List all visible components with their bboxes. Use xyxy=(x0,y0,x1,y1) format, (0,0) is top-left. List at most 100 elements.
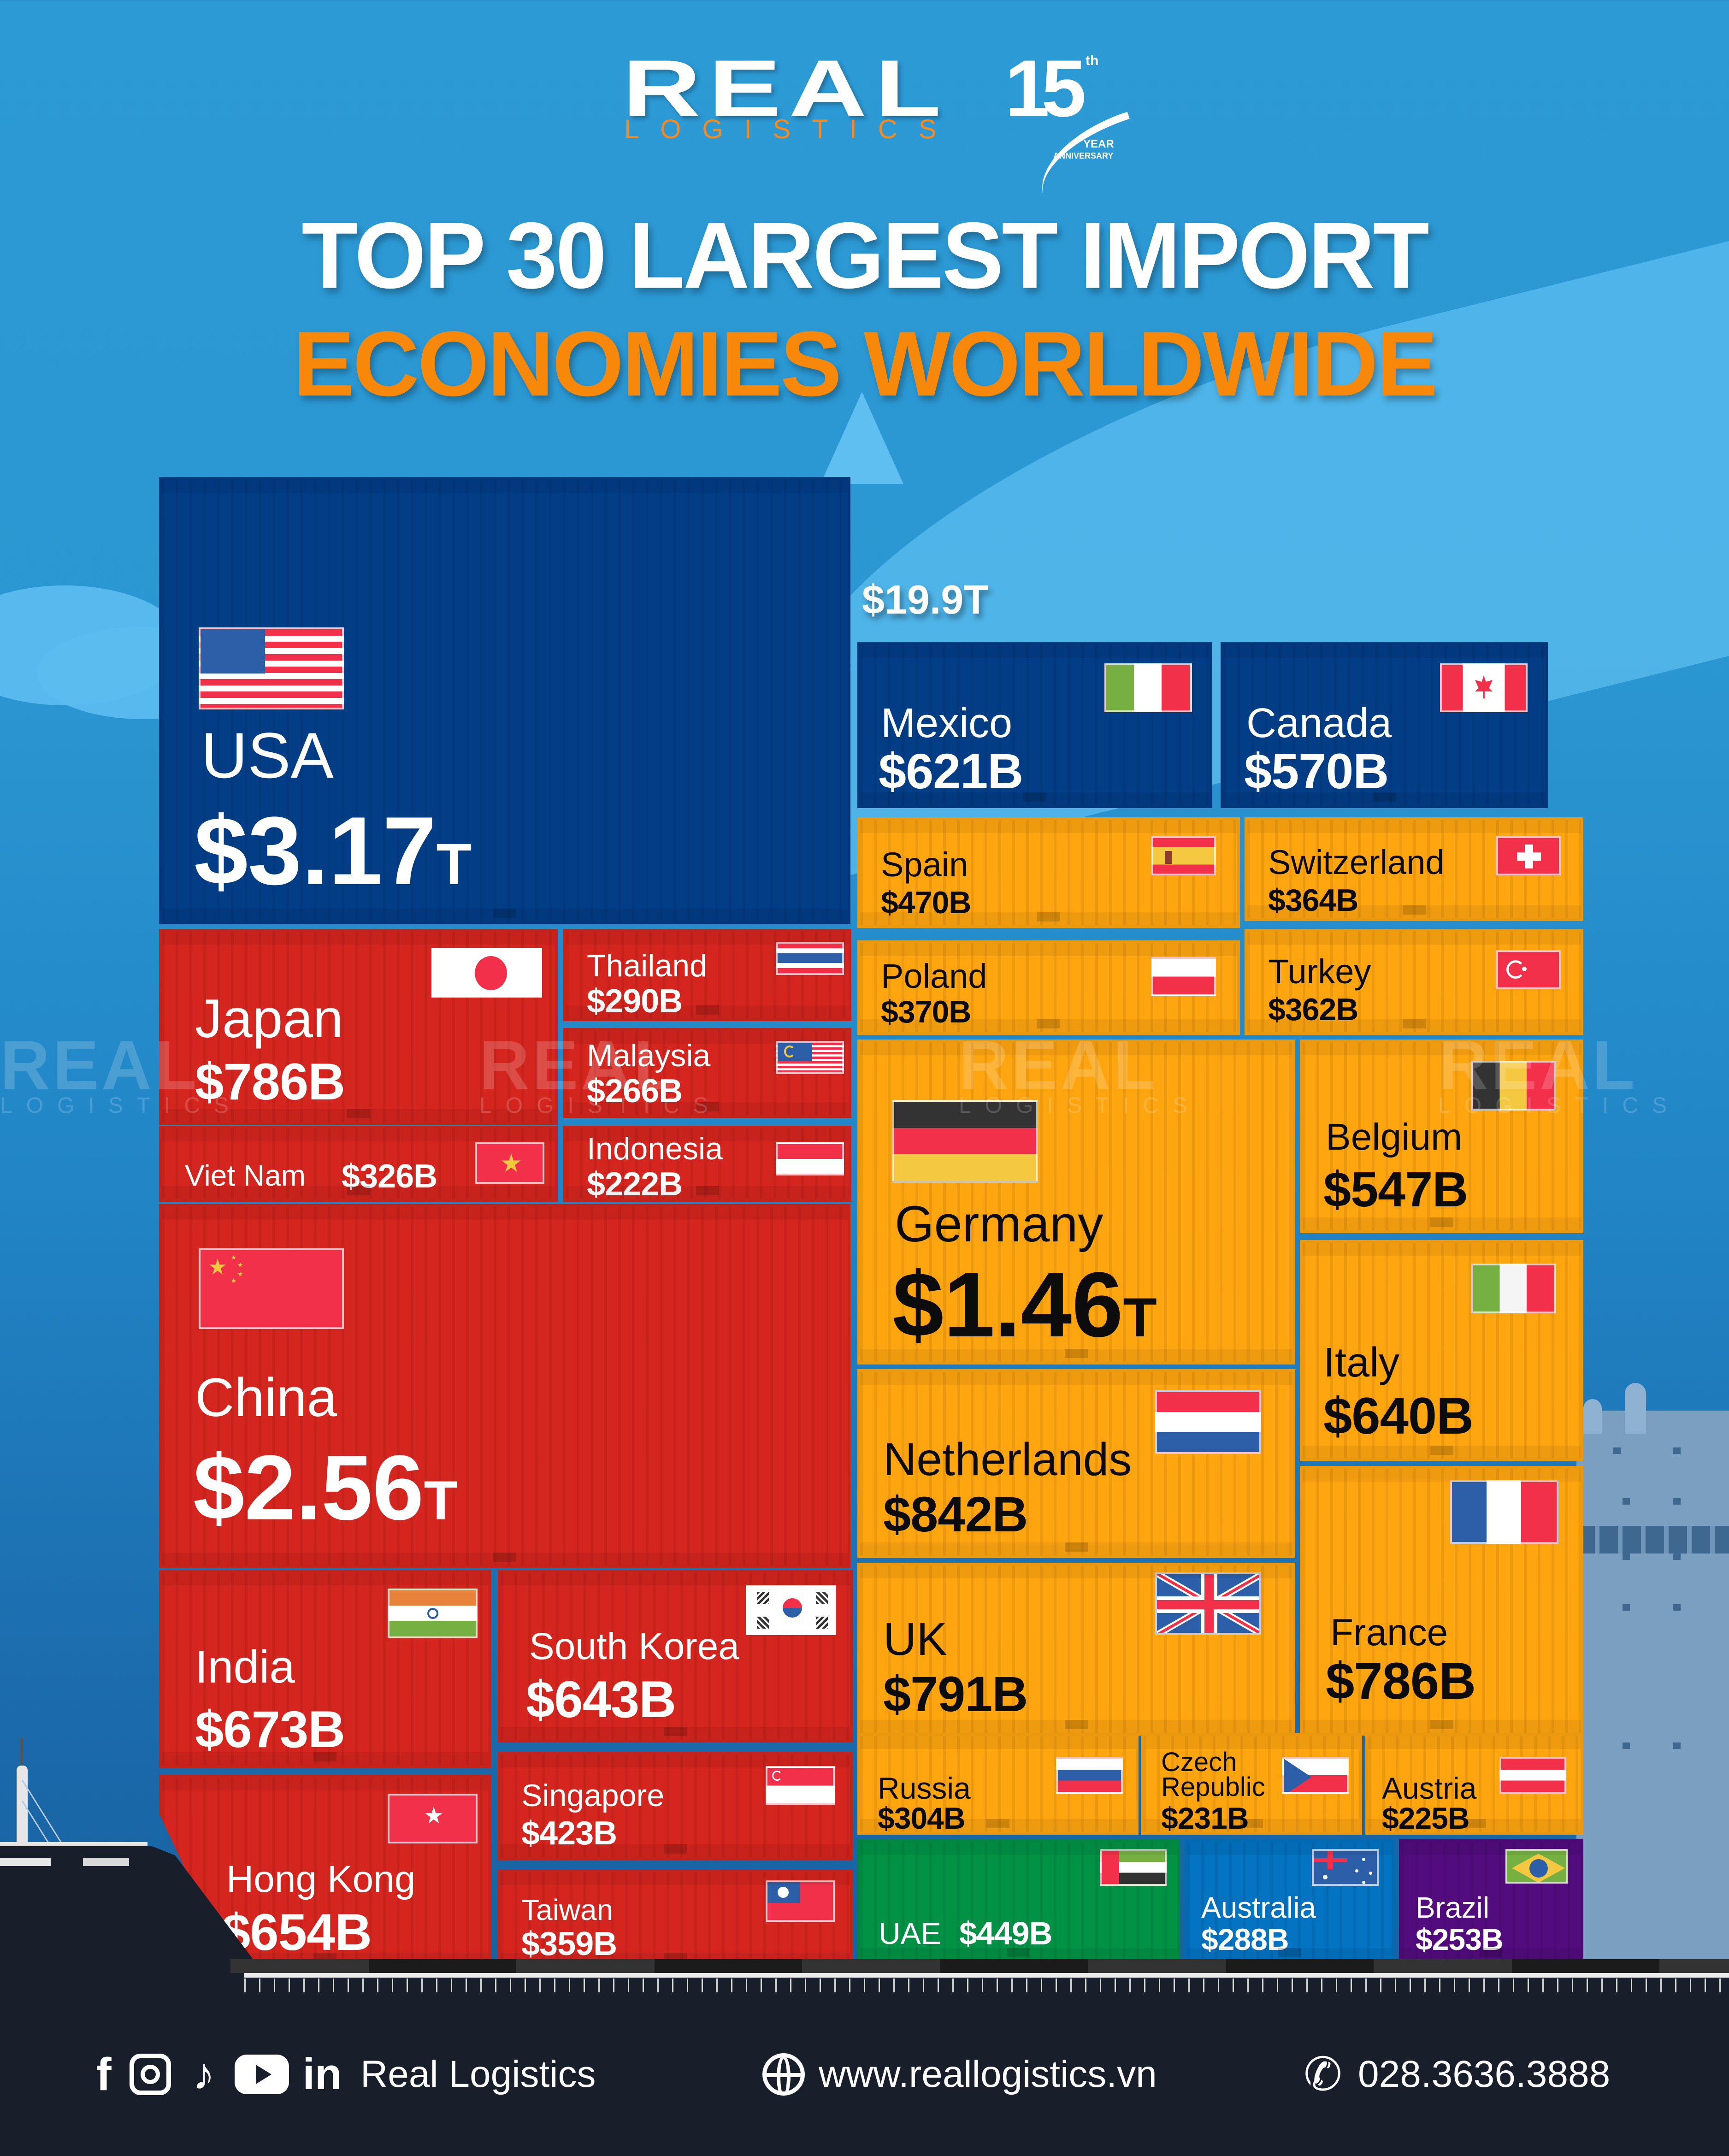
anniversary-number: 15 xyxy=(1005,44,1086,134)
country-name: UK xyxy=(883,1613,947,1665)
country-name: Austria xyxy=(1382,1771,1477,1805)
import-value: $364B xyxy=(1268,883,1358,918)
container-indonesia: Indonesia $222B xyxy=(563,1126,851,1202)
country-name: Turkey xyxy=(1268,952,1371,991)
phone-number[interactable]: 028.3636.3888 xyxy=(1358,2053,1611,2095)
import-value: $423B xyxy=(521,1815,617,1852)
container-australia: Australia $288B xyxy=(1185,1839,1394,1964)
container-usa: USA $3.17T xyxy=(159,477,850,924)
website-url[interactable]: www.reallogistics.vn xyxy=(819,2053,1157,2095)
usa-flag-icon xyxy=(199,627,344,709)
ship-window xyxy=(1673,1554,1681,1560)
country-name: Mexico xyxy=(881,700,1013,746)
ship-rail xyxy=(244,1973,1729,1978)
import-value: $547B xyxy=(1323,1161,1468,1217)
import-value: $290B xyxy=(587,983,683,1020)
indonesia-flag-icon xyxy=(776,1142,844,1175)
phone-link[interactable]: ✆ 028.3636.3888 xyxy=(1300,2051,1610,2097)
import-value: $786B xyxy=(1326,1652,1476,1710)
russia-flag-icon xyxy=(1056,1757,1123,1794)
country-name: Singapore xyxy=(521,1778,665,1813)
container-spain: Spain $470B xyxy=(857,817,1240,928)
page-title-line-2: ECONOMIES WORLDWIDE xyxy=(293,313,1438,415)
social-handle[interactable]: Real Logistics xyxy=(360,2053,596,2095)
country-name: Brazil xyxy=(1416,1891,1490,1924)
india-flag-icon xyxy=(388,1589,478,1638)
country-name: Thailand xyxy=(587,948,707,983)
czech-flag-icon xyxy=(1282,1757,1349,1794)
website-link[interactable]: www.reallogistics.vn xyxy=(761,2051,1157,2097)
mexico-flag-icon xyxy=(1104,663,1192,712)
import-value: $643B xyxy=(526,1671,676,1728)
country-name: Italy xyxy=(1323,1340,1400,1386)
country-name: Spain xyxy=(881,845,968,884)
container-france: France $786B xyxy=(1300,1466,1583,1736)
country-name: Australia xyxy=(1201,1891,1316,1924)
country-name: USA xyxy=(201,719,334,792)
phone-icon: ✆ xyxy=(1304,2049,1342,2100)
import-value: $253B xyxy=(1416,1922,1503,1956)
anniversary-label: ANNIVERSARY xyxy=(1053,151,1114,160)
social-links: f ♪ in Real Logistics xyxy=(92,2051,596,2097)
import-value: $222B xyxy=(587,1166,683,1202)
logo-subtitle: LOGISTICS xyxy=(624,114,958,144)
country-name: Belgium xyxy=(1326,1116,1463,1158)
ship-window xyxy=(1673,1604,1681,1611)
container-italy: Italy $640B xyxy=(1300,1240,1583,1461)
import-value: $362B xyxy=(1268,992,1358,1027)
page-title-line-1: TOP 30 LARGEST IMPORT xyxy=(301,203,1429,308)
import-value: $673B xyxy=(195,1701,345,1758)
bridge-mast xyxy=(20,1738,23,1766)
japan-flag-icon xyxy=(431,948,542,998)
import-value: $266B xyxy=(587,1073,683,1110)
facebook-icon[interactable]: f xyxy=(96,2049,112,2100)
ship-window xyxy=(1673,1447,1681,1454)
dock-marker xyxy=(0,1858,51,1866)
ship-window xyxy=(1623,1743,1630,1749)
country-name-line-2: Republic xyxy=(1161,1772,1265,1802)
australia-flag-icon xyxy=(1312,1849,1379,1886)
brazil-flag-icon xyxy=(1505,1849,1568,1884)
dock-marker xyxy=(83,1858,129,1866)
container-china: China $2.56T xyxy=(159,1204,850,1568)
import-value: $621B xyxy=(879,743,1023,799)
country-name-line-1: Czech xyxy=(1161,1747,1237,1777)
country-name: Viet Nam xyxy=(185,1159,306,1192)
linkedin-icon[interactable]: in xyxy=(302,2050,342,2099)
youtube-icon[interactable] xyxy=(234,2051,289,2097)
container-belgium: Belgium $547B xyxy=(1300,1040,1583,1233)
import-value: $1.46T xyxy=(892,1253,1157,1356)
netherlands-flag-icon xyxy=(1155,1390,1261,1454)
vietnam-flag-icon xyxy=(475,1142,544,1184)
container-taiwan: Taiwan $359B xyxy=(498,1869,853,1968)
import-value: $2.56T xyxy=(193,1436,458,1539)
ship-window xyxy=(1623,1498,1630,1505)
import-value: $326B xyxy=(342,1158,437,1195)
country-name: China xyxy=(195,1367,337,1428)
turkey-flag-icon xyxy=(1496,950,1561,989)
cargo-ship-hull xyxy=(1576,1411,1729,1964)
container-russia: Russia $304B xyxy=(857,1733,1139,1835)
import-value: $570B xyxy=(1244,743,1389,799)
country-name: UAE xyxy=(879,1916,941,1950)
container-uae: UAE $449B xyxy=(857,1839,1180,1964)
italy-flag-icon xyxy=(1471,1264,1556,1313)
tiktok-icon[interactable]: ♪ xyxy=(193,2050,215,2099)
country-name: Russia xyxy=(878,1771,971,1805)
thailand-flag-icon xyxy=(776,942,844,975)
import-value: $225B xyxy=(1382,1801,1469,1835)
globe-icon xyxy=(761,2051,807,2097)
container-uk: UK $791B xyxy=(857,1563,1295,1736)
country-name: India xyxy=(195,1641,295,1693)
instagram-icon[interactable] xyxy=(127,2051,173,2097)
germany-flag-icon xyxy=(892,1100,1038,1183)
spain-flag-icon xyxy=(1151,836,1216,875)
country-name: Taiwan xyxy=(521,1893,614,1926)
uk-flag-icon xyxy=(1155,1572,1261,1635)
import-value: $231B xyxy=(1161,1801,1249,1835)
switzerland-flag-icon xyxy=(1496,836,1561,875)
container-japan: Japan $786B xyxy=(159,929,558,1125)
country-name: Germany xyxy=(895,1196,1103,1252)
belgium-flag-icon xyxy=(1471,1061,1556,1110)
import-value: $654B xyxy=(222,1903,372,1961)
